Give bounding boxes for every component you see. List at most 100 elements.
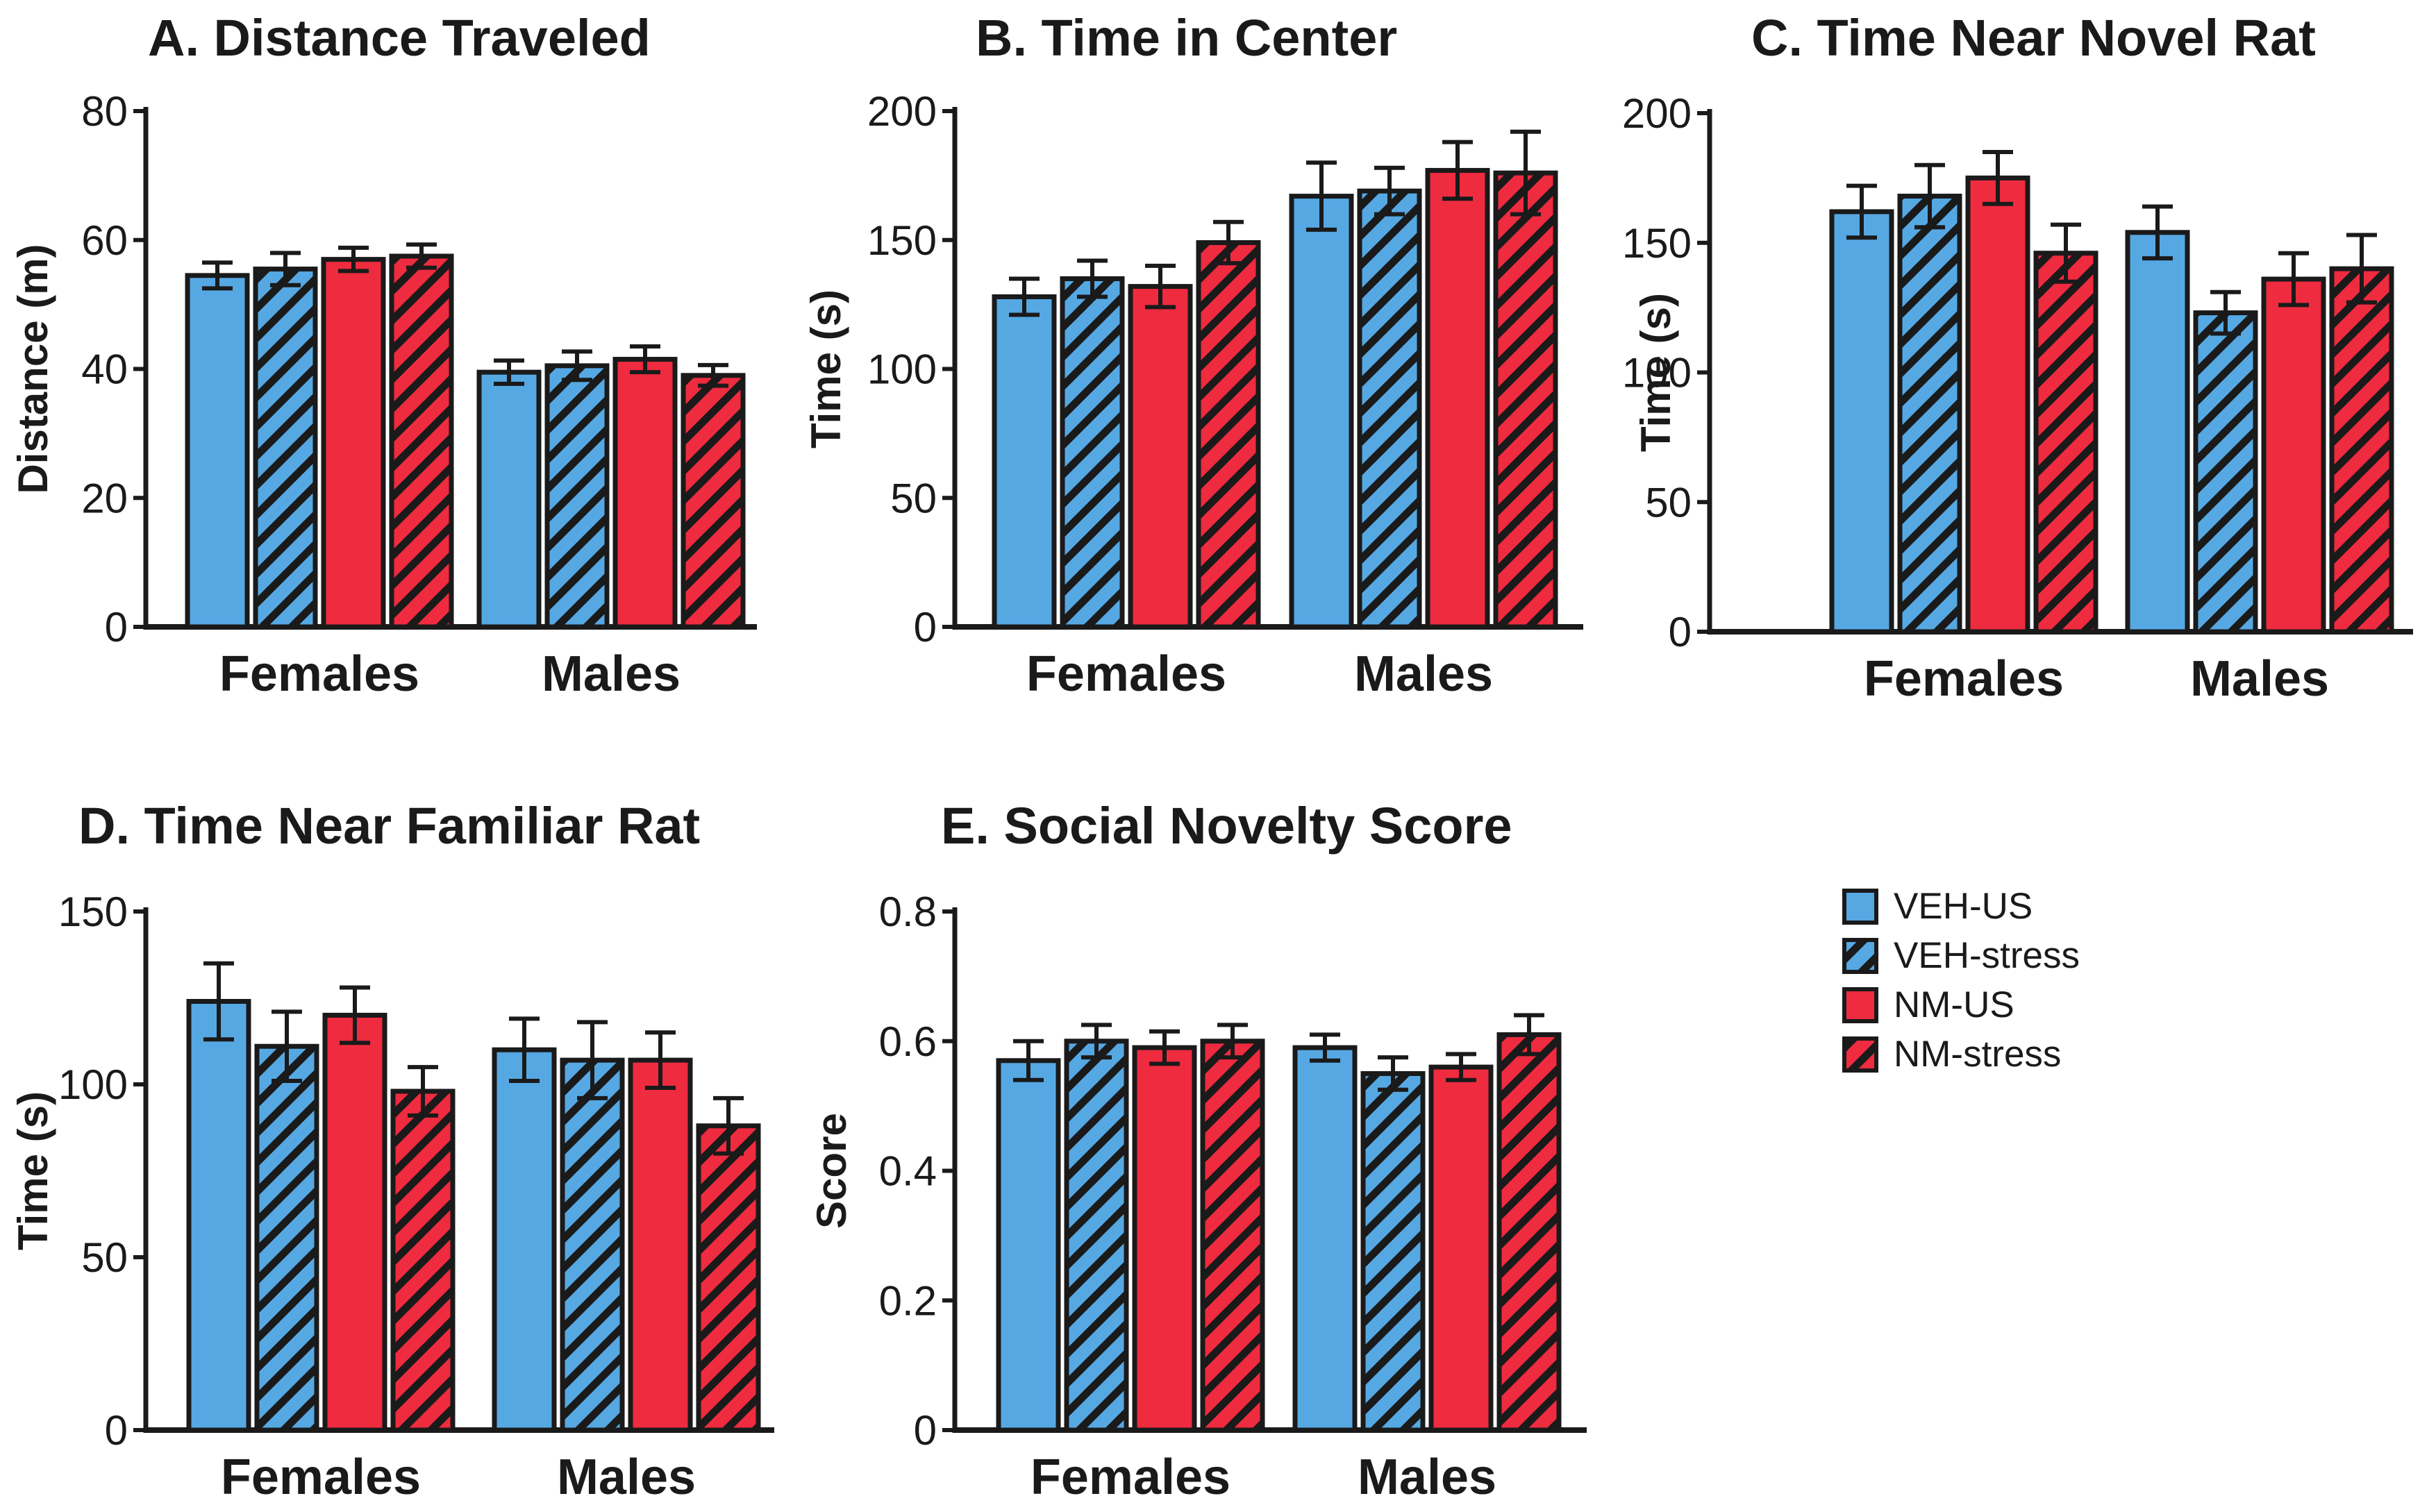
bar-nm-stress-males [1496,1032,1562,1433]
y-tick-label: 100 [867,346,937,393]
bar-veh-us-males [1289,194,1354,630]
y-tick-label: 150 [867,217,937,264]
y-tick-label: 150 [1622,220,1692,267]
y-tick-label: 0.4 [879,1148,937,1195]
bar-nm-stress-males [2329,266,2394,635]
legend-item-veh-stress: VEH-stress [1842,935,2080,976]
chart-title: C. Time Near Novel Rat [1751,9,2316,67]
bar-veh-stress-females [254,1043,319,1433]
bar-veh-stress-females [1064,1039,1129,1433]
x-category-label: Females [1026,646,1226,702]
bar-veh-stress-males [544,363,610,630]
legend-label: VEH-US [1894,886,2033,927]
bar-veh-stress-females [1060,276,1125,630]
bar-nm-stress-females [1200,1039,1265,1433]
bar-nm-us-females [1132,1045,1197,1433]
chart-panel-b: B. Time in Center Time (s) 0 50 100 150 200 Fem… [803,9,1583,702]
legend-item-nm-stress: NM-stress [1842,1034,2061,1075]
legend-label: VEH-stress [1894,935,2080,976]
x-category-label: Males [1354,646,1493,702]
chart-title: E. Social Novelty Score [941,797,1512,855]
bar-nm-us-females [322,1012,387,1433]
bar-nm-stress-females [2033,251,2098,635]
y-tick-label: 60 [81,217,128,264]
y-tick-label: 0 [914,1407,937,1454]
legend: VEH-US VEH-stress NM-US NM-stress [1842,886,2080,1075]
y-tick-label: 50 [890,475,937,521]
y-tick-label: 200 [1622,90,1692,137]
bar-veh-us-males [476,369,542,630]
bar-nm-us-females [321,257,386,630]
bar-veh-us-males [492,1047,557,1433]
y-tick-label: 0.8 [879,889,937,935]
chart-title: D. Time Near Familiar Rat [78,797,700,855]
bar-veh-stress-males [1357,188,1422,630]
bar-veh-stress-males [2193,310,2258,635]
bar-nm-us-males [628,1057,693,1433]
y-tick-label: 100 [1622,350,1692,396]
x-category-label: Males [1358,1450,1496,1505]
x-category-label: Males [2190,651,2329,707]
bar-veh-us-females [186,998,251,1433]
x-category-label: Females [219,646,419,702]
chart-title: A. Distance Traveled [148,9,651,67]
bar-veh-stress-females [253,267,318,630]
bar-veh-us-males [2125,230,2190,635]
legend-item-nm-us: NM-US [1842,984,2014,1025]
y-tick-label: 0.2 [879,1277,937,1324]
legend-item-veh-us: VEH-US [1842,886,2033,927]
legend-swatch [1842,987,1878,1023]
y-tick-label: 50 [81,1234,128,1281]
y-tick-label: 0 [105,1407,128,1454]
chart-title: B. Time in Center [976,9,1397,67]
legend-swatch [1842,1036,1878,1073]
y-tick-label: 40 [81,346,128,393]
x-category-label: Males [557,1450,696,1505]
bar-nm-us-males [612,357,678,630]
legend-swatch [1842,889,1878,925]
bar-nm-us-females [1128,284,1193,630]
y-tick-label: 0.6 [879,1018,937,1065]
bar-nm-us-males [1425,167,1490,630]
bar-veh-stress-males [560,1057,625,1433]
chart-panel-a: A. Distance Traveled Distance (m) 0 20 40 60 8… [10,9,757,702]
y-tick-label: 200 [867,88,937,135]
y-axis-label: Time (s) [10,1091,56,1250]
bar-nm-us-males [1428,1064,1494,1433]
chart-panel-c: C. Time Near Novel Rat Time (s) 0 50 100 150 2… [1622,9,2413,707]
y-tick-label: 0 [1669,609,1692,655]
chart-panel-d: D. Time Near Familiar Rat Time (s) 0 50 100 1… [10,797,774,1505]
bar-veh-us-females [992,294,1057,630]
y-tick-label: 20 [81,475,128,521]
bar-veh-stress-females [1897,194,1962,635]
legend-label: NM-US [1894,984,2014,1025]
y-axis-label: Score [808,1113,855,1229]
y-tick-label: 0 [105,604,128,650]
x-category-label: Females [221,1450,421,1505]
bar-nm-stress-males [681,373,746,630]
bar-veh-us-males [1292,1045,1358,1433]
y-axis-label: Distance (m) [10,244,56,494]
y-tick-label: 100 [58,1061,128,1108]
x-category-label: Females [1864,651,2064,707]
y-tick-label: 150 [58,889,128,935]
y-axis-label: Time (s) [803,289,849,448]
bar-veh-us-females [185,273,250,630]
bar-nm-stress-females [1196,240,1261,630]
y-tick-label: 80 [81,88,128,135]
bar-nm-stress-males [1493,170,1558,630]
bar-veh-us-females [1829,209,1894,635]
bar-veh-stress-males [1360,1070,1426,1433]
legend-label: NM-stress [1894,1034,2061,1075]
chart-panel-e: E. Social Novelty Score Score 0 0.2 0.4 0.6 0.… [808,797,1587,1505]
x-category-label: Females [1030,1450,1230,1505]
bar-veh-us-females [996,1058,1061,1433]
bar-nm-stress-females [389,253,454,630]
y-tick-label: 50 [1645,479,1692,526]
y-axis-label: Time (s) [1633,293,1679,452]
bar-nm-us-males [2261,276,2326,635]
x-category-label: Males [542,646,681,702]
bar-nm-stress-females [390,1089,456,1433]
bar-nm-stress-males [696,1123,761,1433]
